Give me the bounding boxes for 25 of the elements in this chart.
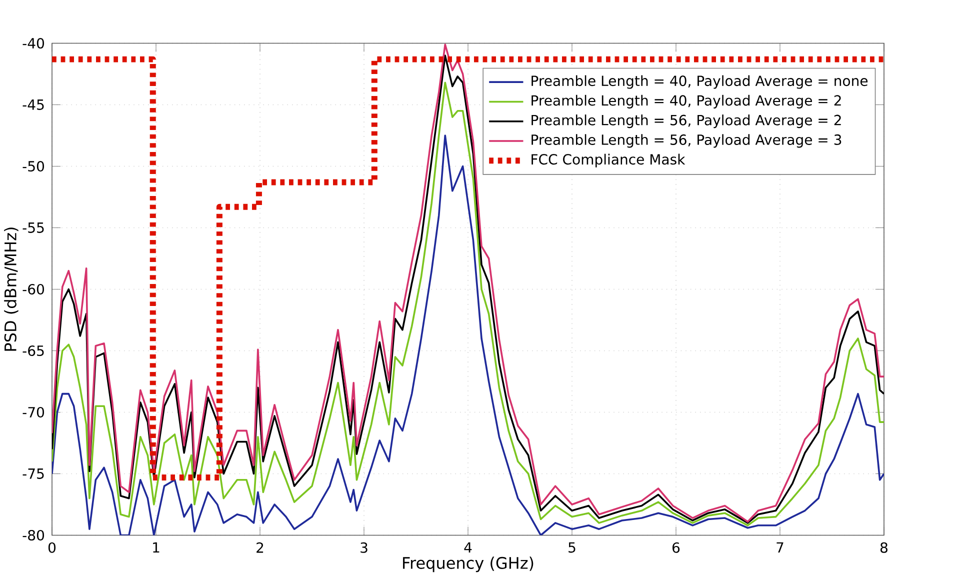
- y-tick-label: -65: [22, 345, 44, 356]
- y-tick-label: -60: [22, 284, 44, 295]
- y-tick-label: -80: [22, 530, 44, 541]
- legend-label: Preamble Length = 40, Payload Average = 2: [532, 94, 841, 108]
- legend-label: Preamble Length = 56, Payload Average = 2: [532, 114, 841, 128]
- x-tick-label: 0: [48, 542, 56, 553]
- y-axis-title: PSD (dBm/MHz): [4, 228, 18, 351]
- y-tick-label: -70: [22, 406, 44, 418]
- x-tick-label: 5: [568, 542, 576, 553]
- x-tick-label: 3: [360, 542, 368, 553]
- y-tick-label: -40: [22, 38, 44, 49]
- legend-label: FCC Compliance Mask: [532, 154, 686, 168]
- x-tick-label: 6: [672, 542, 680, 553]
- x-tick-label: 8: [880, 542, 888, 553]
- legend-label: Preamble Length = 56, Payload Average = 3: [532, 134, 842, 148]
- legend-label: Preamble Length = 40, Payload Average = none: [532, 75, 868, 89]
- x-axis-title: Frequency (GHz): [403, 556, 534, 572]
- y-tick-label: -55: [22, 222, 44, 233]
- x-tick-label: 1: [153, 542, 160, 553]
- x-tick-label: 4: [464, 542, 472, 553]
- x-tick-label: 7: [776, 542, 784, 553]
- y-tick-label: -50: [22, 160, 44, 172]
- x-tick-label: 2: [256, 542, 264, 553]
- y-tick-label: -75: [22, 468, 44, 479]
- y-tick-label: -45: [22, 100, 44, 110]
